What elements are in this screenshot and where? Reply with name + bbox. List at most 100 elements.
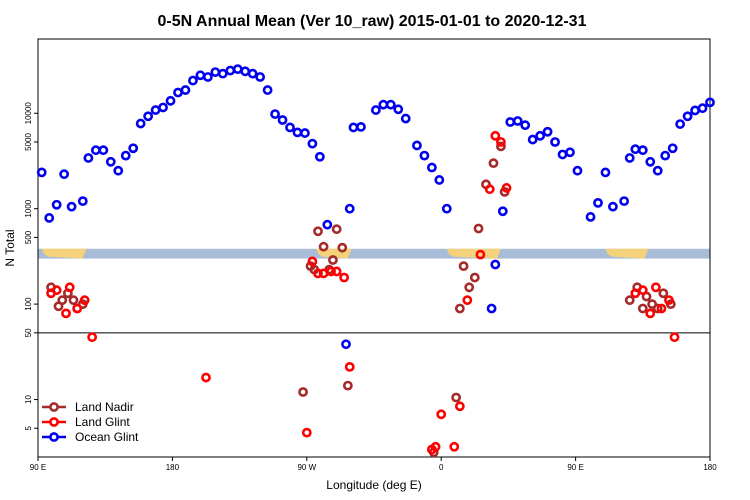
land-nadir-point <box>328 255 338 265</box>
ocean-glint-point <box>210 67 221 77</box>
land-nadir-point <box>458 261 469 272</box>
land-glint-point <box>318 268 329 279</box>
ocean-glint-point <box>441 203 452 214</box>
ocean-glint-point <box>128 143 139 154</box>
ocean-glint-point <box>348 122 359 133</box>
ocean-glint-point <box>232 64 243 75</box>
land-glint-point <box>344 361 355 372</box>
land-glint-point <box>79 295 90 306</box>
land-shape <box>41 248 87 259</box>
ocean-glint-point <box>292 127 303 138</box>
ocean-glint-point <box>217 68 228 79</box>
land-glint-point <box>475 249 486 260</box>
y-axis-label: N Total <box>3 229 17 266</box>
ocean-glint-point <box>51 199 62 210</box>
ocean-glint-point <box>59 169 70 180</box>
ocean-glint-point <box>490 259 501 270</box>
land-glint-point <box>307 256 318 267</box>
ocean-glint-point <box>378 99 389 110</box>
ocean-glint-point <box>83 153 94 163</box>
land-glint-point <box>650 282 661 293</box>
land-glint-point <box>72 303 83 314</box>
ocean-glint-point <box>77 196 88 207</box>
ocean-glint-point <box>135 118 146 129</box>
y-tick-label: 10 <box>24 395 33 404</box>
land-glint-point <box>664 295 674 306</box>
y-tick-label: 5000 <box>24 133 33 151</box>
ocean-glint-point <box>36 167 47 178</box>
ocean-glint-point <box>434 175 445 185</box>
x-tick-label: 180 <box>166 463 180 472</box>
land-glint-point <box>484 184 495 195</box>
ocean-glint-point <box>535 130 546 141</box>
ocean-glint-point <box>624 153 635 163</box>
ocean-glint-point <box>585 212 596 222</box>
ocean-glint-point <box>195 70 206 81</box>
ocean-glint-point <box>652 165 663 176</box>
land-glint-point <box>326 266 336 277</box>
ocean-glint-point <box>705 97 715 108</box>
legend-label-ocean-glint: Ocean Glint <box>75 430 139 444</box>
ocean-glint-point <box>682 111 693 122</box>
land-glint-point <box>630 288 641 299</box>
chart-title: 0-5N Annual Mean (Ver 10_raw) 2015-01-01… <box>158 13 587 30</box>
land-nadir-point <box>496 141 506 152</box>
ocean-glint-point <box>400 113 411 124</box>
ocean-glint-point <box>180 85 191 95</box>
ocean-glint-point <box>247 68 258 79</box>
land-glint-point <box>637 285 648 296</box>
land-nadir-point <box>298 387 308 397</box>
ocean-glint-point <box>550 137 560 147</box>
ocean-glint-point <box>690 105 700 116</box>
ocean-glint-point <box>412 140 422 151</box>
ocean-glint-point <box>419 150 430 161</box>
land-shape <box>446 248 501 259</box>
land-nadir-point <box>624 295 635 306</box>
land-nadir-point <box>451 392 462 403</box>
ocean-glint-point <box>90 145 101 156</box>
ocean-glint-point <box>105 156 116 167</box>
ocean-glint-point <box>98 145 109 156</box>
land-nadir-point <box>342 380 353 391</box>
ocean-glint-point <box>630 144 641 155</box>
legend-marker-land-glint <box>49 417 59 427</box>
ocean-glint-point <box>593 197 603 208</box>
ocean-glint-point <box>314 151 325 162</box>
land-glint-point <box>201 372 211 383</box>
plot-frame <box>37 38 711 458</box>
ocean-glint-point <box>344 203 355 214</box>
ocean-glint-point <box>660 150 671 161</box>
land-nadir-point <box>488 158 499 169</box>
land-nadir-point <box>469 272 480 283</box>
x-tick-label: 180 <box>703 463 717 472</box>
ocean-glint-point <box>645 156 656 167</box>
ocean-glint-point <box>270 109 280 119</box>
ocean-glint-point <box>512 116 523 126</box>
land-nadir-point <box>473 223 484 234</box>
land-glint-point <box>51 285 62 296</box>
ocean-glint-point <box>120 150 131 161</box>
ocean-glint-point <box>557 149 568 160</box>
land-nadir-point <box>658 288 669 299</box>
ocean-glint-point <box>113 165 124 176</box>
land-glint-point <box>339 272 350 283</box>
y-tick-label: 5 <box>24 425 33 430</box>
ocean-glint-point <box>356 121 366 132</box>
ocean-glint-point <box>165 95 176 106</box>
ocean-glint-point <box>173 87 183 98</box>
x-tick-label: 90 W <box>297 463 316 472</box>
ocean-glint-point <box>158 102 168 113</box>
land-nadir-point <box>454 303 465 314</box>
ocean-glint-point <box>497 206 508 217</box>
land-glint-point <box>430 441 441 452</box>
ocean-glint-point <box>277 115 288 125</box>
ocean-glint-point <box>565 147 575 158</box>
land-glint-point <box>436 409 447 420</box>
land-glint-point <box>669 332 680 343</box>
ocean-glint-point <box>667 143 678 154</box>
land-glint-point <box>87 332 98 343</box>
land-nadir-point <box>68 295 79 306</box>
ocean-glint-point <box>202 72 213 82</box>
